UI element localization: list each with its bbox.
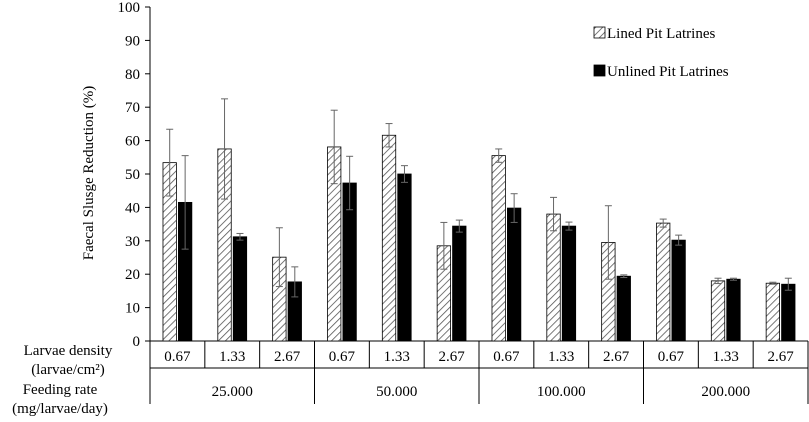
error-bar — [440, 221, 448, 270]
error-bar — [769, 281, 777, 285]
error-bar — [181, 155, 189, 250]
error-bar — [565, 221, 573, 231]
error-bar — [330, 109, 338, 185]
error-bar — [275, 227, 283, 288]
error-bar — [784, 277, 792, 291]
error-bar — [729, 277, 737, 281]
error-bar — [510, 193, 518, 223]
bar-lined — [656, 222, 671, 342]
feeding-row-label-line1: Feeding rate — [23, 382, 98, 398]
y-tick-label: 30 — [125, 234, 140, 250]
y-tick-labels: 0 10 20 30 40 50 60 70 80 90 100 — [118, 0, 141, 350]
y-tick-label: 20 — [125, 267, 140, 283]
bars — [162, 134, 796, 342]
feeding-rate-label: 100.000 — [537, 384, 586, 400]
feeding-rate-labels: 25.000 50.000 100.000 200.000 — [212, 384, 751, 400]
density-row-label-line1: Larvae density — [24, 343, 113, 359]
density-label: 0.67 — [493, 349, 520, 365]
error-bar — [604, 205, 612, 280]
error-bar — [495, 148, 503, 163]
bar-lined — [765, 282, 780, 342]
error-bar — [166, 128, 174, 197]
y-tick-label: 40 — [125, 200, 140, 216]
bar-lined — [381, 134, 397, 342]
error-bar — [236, 232, 244, 241]
bar-unlined — [507, 207, 522, 342]
density-label: 0.67 — [329, 349, 356, 365]
density-label: 1.33 — [548, 349, 574, 365]
bar-lined — [546, 213, 561, 342]
y-tick-label: 10 — [125, 301, 140, 317]
density-label: 2.67 — [603, 349, 630, 365]
y-tick-label: 60 — [125, 134, 140, 150]
error-bar — [385, 123, 393, 148]
bar-lined — [491, 155, 506, 342]
bar-unlined — [616, 275, 631, 342]
density-labels: 0.67 1.33 2.67 0.67 1.33 2.67 0.67 1.33 2.67 0.67… — [164, 349, 794, 365]
error-bar — [346, 155, 354, 211]
density-label: 2.67 — [767, 349, 794, 365]
category-table-lines — [149, 341, 809, 404]
legend: Lined Pit Latrines Unlined Pit Latrines — [593, 26, 729, 80]
bar-unlined — [232, 236, 248, 342]
density-label: 0.67 — [164, 349, 191, 365]
bar-unlined — [781, 283, 796, 342]
bar-lined — [710, 280, 726, 342]
y-tick-label: 90 — [125, 33, 140, 49]
error-bar — [221, 98, 229, 200]
y-tick-label: 70 — [125, 100, 140, 116]
density-label: 2.67 — [438, 349, 465, 365]
density-label: 1.33 — [219, 349, 245, 365]
density-label: 0.67 — [658, 349, 685, 365]
density-label: 1.33 — [384, 349, 410, 365]
y-tick-label: 100 — [118, 0, 141, 16]
y-tick-label: 50 — [125, 167, 140, 183]
error-bar — [675, 234, 683, 246]
feeding-rate-label: 25.000 — [212, 384, 253, 400]
error-bars — [166, 98, 792, 298]
legend-swatch — [593, 26, 606, 39]
feeding-rate-label: 200.000 — [701, 384, 750, 400]
bar-unlined — [561, 225, 577, 342]
density-label: 1.33 — [713, 349, 739, 365]
feeding-row-label-line2: (mg/larvae/day) — [12, 401, 108, 417]
y-tick-label: 0 — [133, 334, 141, 350]
error-bar — [659, 218, 667, 228]
error-bar — [455, 219, 463, 233]
error-bar — [550, 196, 558, 232]
error-bar — [714, 277, 722, 285]
bar-unlined — [452, 225, 467, 342]
feeding-rate-label: 50.000 — [376, 384, 417, 400]
legend-label: Lined Pit Latrines — [607, 26, 715, 42]
bar-unlined — [671, 239, 686, 342]
density-label: 2.67 — [274, 349, 301, 365]
bar-unlined — [726, 278, 741, 342]
error-bar — [400, 165, 408, 183]
error-bar — [291, 266, 299, 298]
bar-unlined — [397, 173, 412, 342]
error-bar — [620, 274, 628, 279]
y-axis-title: Faecal Slusge Reduction (%) — [81, 86, 97, 261]
legend-label: Unlined Pit Latrines — [607, 64, 729, 80]
legend-swatch — [593, 64, 606, 77]
density-row-label-line2: (larvae/cm²) — [31, 362, 105, 378]
y-tick-label: 80 — [125, 67, 140, 83]
